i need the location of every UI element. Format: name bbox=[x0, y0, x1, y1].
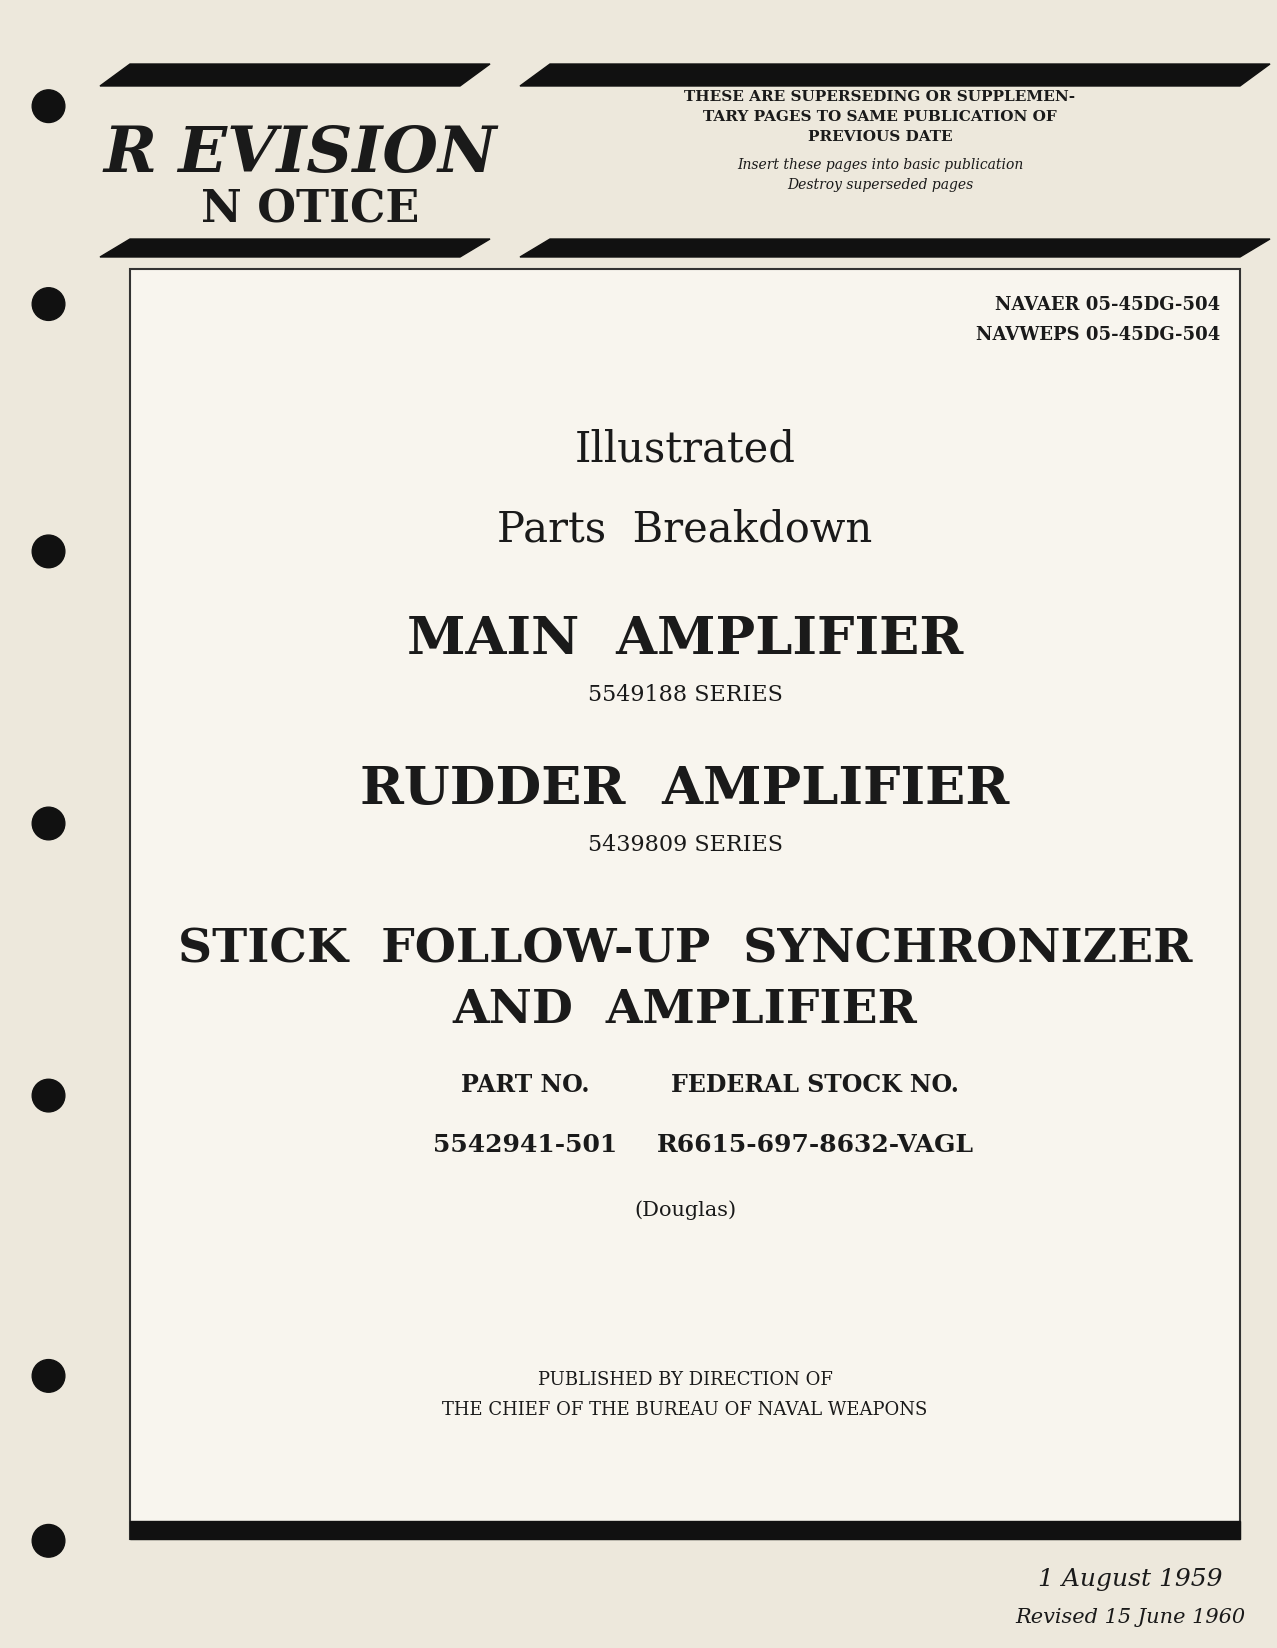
Bar bbox=[130, 270, 1240, 1539]
Circle shape bbox=[32, 288, 65, 321]
Text: N OTICE: N OTICE bbox=[200, 188, 419, 231]
Circle shape bbox=[32, 808, 65, 840]
Text: FEDERAL STOCK NO.: FEDERAL STOCK NO. bbox=[670, 1073, 959, 1096]
Polygon shape bbox=[520, 241, 1271, 257]
Circle shape bbox=[32, 1524, 65, 1557]
Text: 1 August 1959: 1 August 1959 bbox=[1038, 1567, 1222, 1590]
Text: TARY PAGES TO SAME PUBLICATION OF: TARY PAGES TO SAME PUBLICATION OF bbox=[704, 110, 1057, 124]
Polygon shape bbox=[520, 64, 1271, 87]
Text: 5549188 SERIES: 5549188 SERIES bbox=[587, 684, 783, 705]
Text: NAVAER 05-45DG-504: NAVAER 05-45DG-504 bbox=[995, 297, 1220, 313]
Text: RUDDER  AMPLIFIER: RUDDER AMPLIFIER bbox=[360, 765, 1010, 816]
Text: THESE ARE SUPERSEDING OR SUPPLEMEN-: THESE ARE SUPERSEDING OR SUPPLEMEN- bbox=[684, 91, 1075, 104]
Polygon shape bbox=[100, 64, 490, 87]
Text: Illustrated: Illustrated bbox=[575, 428, 796, 471]
Text: PREVIOUS DATE: PREVIOUS DATE bbox=[807, 130, 953, 143]
Text: MAIN  AMPLIFIER: MAIN AMPLIFIER bbox=[407, 615, 963, 666]
Text: (Douglas): (Douglas) bbox=[633, 1200, 736, 1220]
Text: Destroy superseded pages: Destroy superseded pages bbox=[787, 178, 973, 191]
Text: PUBLISHED BY DIRECTION OF: PUBLISHED BY DIRECTION OF bbox=[538, 1369, 833, 1388]
Text: Insert these pages into basic publication: Insert these pages into basic publicatio… bbox=[737, 158, 1023, 171]
Text: R6615-697-8632-VAGL: R6615-697-8632-VAGL bbox=[656, 1132, 973, 1157]
Text: THE CHIEF OF THE BUREAU OF NAVAL WEAPONS: THE CHIEF OF THE BUREAU OF NAVAL WEAPONS bbox=[442, 1401, 927, 1419]
Circle shape bbox=[32, 1360, 65, 1393]
Text: Revised 15 June 1960: Revised 15 June 1960 bbox=[1015, 1607, 1245, 1627]
Text: Parts  Breakdown: Parts Breakdown bbox=[497, 509, 872, 550]
Polygon shape bbox=[100, 241, 490, 257]
Text: STICK  FOLLOW-UP  SYNCHRONIZER: STICK FOLLOW-UP SYNCHRONIZER bbox=[178, 926, 1193, 972]
Text: R EVISION: R EVISION bbox=[103, 124, 497, 186]
Circle shape bbox=[32, 1079, 65, 1112]
Circle shape bbox=[32, 91, 65, 124]
Text: 5542941-501: 5542941-501 bbox=[433, 1132, 617, 1157]
Text: NAVWEPS 05-45DG-504: NAVWEPS 05-45DG-504 bbox=[976, 326, 1220, 344]
Bar bbox=[130, 1521, 1240, 1539]
Text: PART NO.: PART NO. bbox=[461, 1073, 589, 1096]
Text: 5439809 SERIES: 5439809 SERIES bbox=[587, 834, 783, 855]
Text: AND  AMPLIFIER: AND AMPLIFIER bbox=[452, 987, 917, 1032]
Circle shape bbox=[32, 536, 65, 569]
